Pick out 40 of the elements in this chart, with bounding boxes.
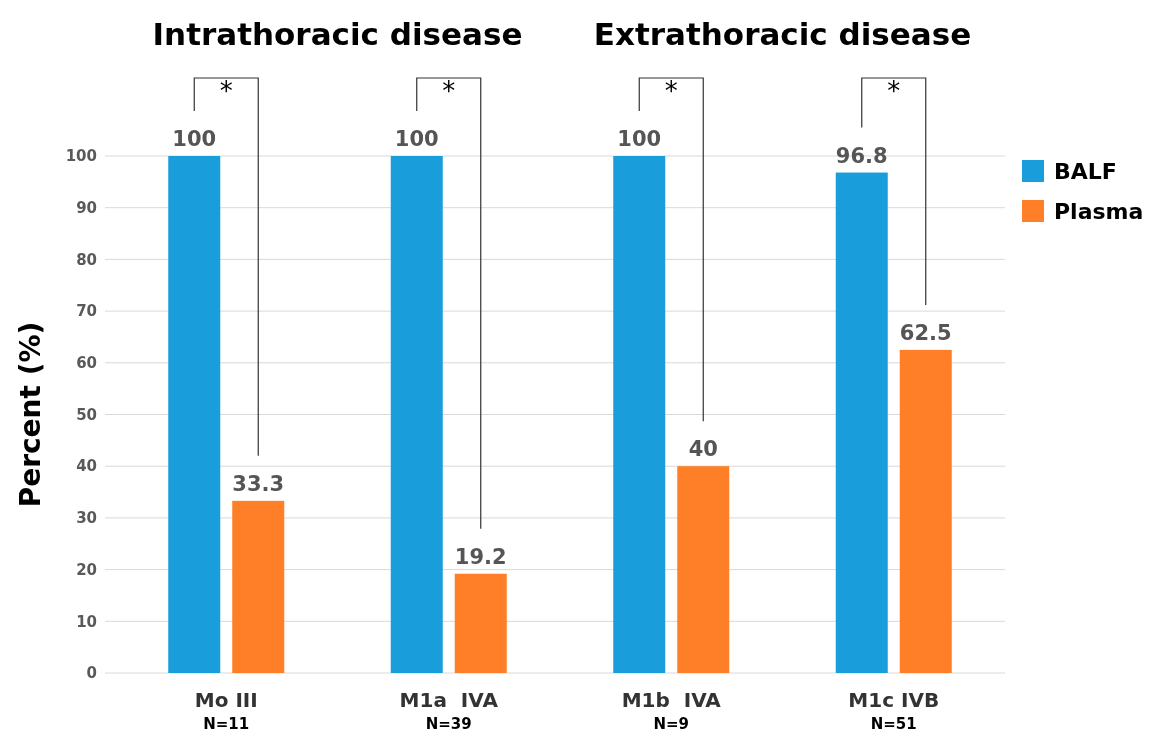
bar [613, 156, 666, 673]
data-label: 62.5 [899, 320, 952, 345]
y-tick-label: 30 [76, 509, 97, 528]
legend-label: BALF [1054, 158, 1117, 184]
text: Extrathoracic disease [593, 16, 972, 52]
text: * [887, 76, 901, 106]
y-tick-label: 90 [76, 198, 97, 217]
y-tick-label: 60 [76, 354, 97, 373]
legend-label: Plasma [1054, 198, 1144, 224]
bar [454, 573, 507, 673]
data-label: 40 [688, 437, 718, 462]
bar [835, 172, 888, 673]
y-tick-label: 0 [86, 664, 97, 683]
text: * [219, 76, 233, 106]
y-axis-title: Percent (%) [14, 321, 47, 508]
y-tick-label: 40 [76, 457, 97, 476]
x-tick-label: Mo III N=11 [194, 688, 258, 733]
x-tick-label: M1b IVA N=9 [621, 688, 722, 733]
text: Intrathoracic disease [152, 16, 523, 52]
data-label: 100 [617, 127, 662, 151]
bar [677, 466, 730, 673]
y-tick-label: 80 [76, 250, 97, 269]
text: * [442, 76, 456, 106]
y-tick-label: 100 [65, 147, 97, 166]
y-tick-label: 70 [76, 302, 97, 321]
text: * [664, 76, 678, 106]
y-tick-label: 20 [76, 560, 97, 579]
data-label: 33.3 [232, 471, 285, 496]
x-tick-label: M1a IVA N=39 [399, 688, 499, 733]
data-label: 96.8 [835, 143, 888, 168]
data-label: 100 [172, 127, 217, 151]
bar [232, 500, 285, 673]
data-label: 19.2 [454, 544, 507, 569]
data-label: 100 [394, 127, 439, 151]
bar [168, 156, 221, 673]
bar [899, 349, 952, 673]
x-tick-label: M1c IVB N=51 [848, 688, 940, 733]
bar [390, 156, 443, 673]
y-tick-label: 10 [76, 612, 97, 631]
y-tick-label: 50 [76, 405, 97, 424]
